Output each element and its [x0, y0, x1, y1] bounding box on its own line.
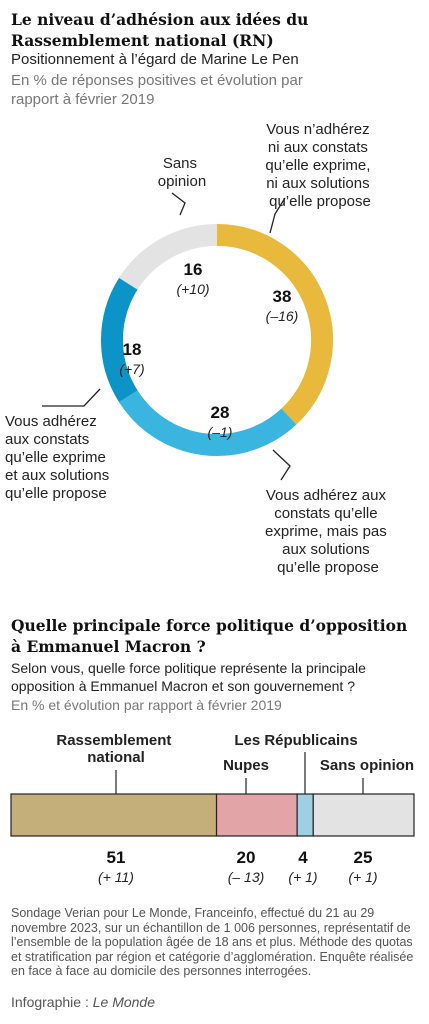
donut-chart: 38 (–16) 28 (–1) 18 (+7) 16 (+10) Vous n’adhére…: [5, 121, 391, 576]
bar-label-nupes: Nupes: [223, 757, 269, 774]
slice-value-16: 16: [184, 260, 203, 279]
bar-change-2: (– 13): [228, 869, 265, 885]
bar-segment-3: [296, 793, 314, 837]
bar-label-lr: Les Républicains: [234, 732, 357, 749]
section2-question: Selon vous, quelle force politique repré…: [11, 660, 366, 694]
slice-change-16: (+10): [176, 281, 209, 297]
label-18: Vous adhérez aux constats qu’elle exprim…: [5, 413, 113, 502]
credit: Infographie : Le Monde: [11, 994, 155, 1010]
donut-slice-38: [216, 224, 333, 425]
donut-inner-edge: [123, 246, 311, 434]
donut-slice-28: [119, 390, 297, 456]
slice-value-38: 38: [273, 287, 292, 306]
source-note: Sondage Verian pour Le Monde, Franceinfo…: [11, 906, 414, 979]
bar-change-3: (+ 1): [288, 869, 317, 885]
slice-value-18: 18: [123, 340, 142, 359]
bar-segment-4: [312, 793, 415, 837]
chart-title: Le niveau d’adhésion aux idées du Rassem…: [11, 10, 309, 50]
slice-change-38: (–16): [266, 308, 299, 324]
leader-16: [171, 192, 186, 216]
label-28: Vous adhérez aux constats qu’elle exprim…: [265, 487, 391, 576]
slice-value-28: 28: [211, 403, 230, 422]
label-16: Sans opinion: [158, 155, 206, 190]
bar-value-2: 20: [237, 848, 256, 867]
bar-value-4: 25: [354, 848, 373, 867]
credit-name: Le Monde: [92, 994, 156, 1010]
bar-segment-2: [215, 793, 298, 837]
donut-slice-16: [119, 224, 218, 290]
bar-change-1: (+ 11): [98, 869, 134, 885]
bar-value-3: 4: [298, 848, 308, 867]
bar-label-rn: Rassemblement national: [56, 732, 175, 766]
credit-prefix: Infographie :: [11, 994, 93, 1010]
leader-18: [42, 388, 101, 407]
label-38: Vous n’adhérez ni aux constats qu’elle e…: [265, 121, 374, 210]
leader-28: [272, 449, 291, 481]
section2-note: En % et évolution par rapport à février …: [11, 697, 282, 713]
slice-change-18: (+7): [119, 361, 144, 377]
bar-segment-1: [10, 793, 218, 837]
stacked-bar-chart: Rassemblement national Nupes Les Républi…: [10, 732, 415, 885]
slice-change-28: (–1): [208, 424, 233, 440]
chart-note: En % de réponses positives et évolution …: [11, 72, 303, 108]
section2-title: Quelle principale force politique d’oppo…: [11, 616, 408, 656]
bar-label-so: Sans opinion: [320, 757, 414, 774]
chart-subtitle: Positionnement à l’égard de Marine Le Pe…: [11, 51, 299, 68]
leader-38: [269, 197, 286, 234]
donut-slice-18: [101, 277, 138, 403]
bar-change-4: (+ 1): [348, 869, 377, 885]
bar-value-1: 51: [107, 848, 126, 867]
